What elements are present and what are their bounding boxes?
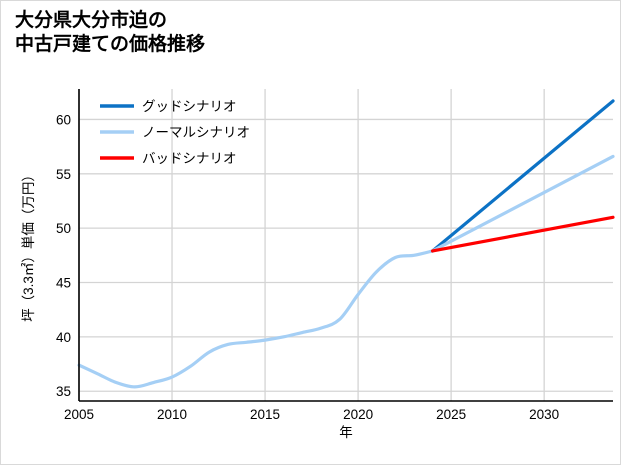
data-series-group bbox=[77, 99, 615, 389]
series-line bbox=[430, 99, 615, 253]
axis-lines bbox=[78, 89, 613, 402]
y-axis-label: 坪（3.3㎡）単価（万円） bbox=[21, 168, 36, 322]
x-tick-label: 2020 bbox=[343, 407, 373, 422]
x-tick-label: 2005 bbox=[64, 407, 94, 422]
y-tick-label: 40 bbox=[56, 330, 71, 345]
legend-label: ノーマルシナリオ bbox=[142, 125, 250, 140]
series-line bbox=[430, 215, 615, 253]
y-tick-label: 45 bbox=[56, 276, 71, 291]
series-line bbox=[430, 154, 615, 253]
legend-label: グッドシナリオ bbox=[142, 99, 237, 114]
y-tick-label: 55 bbox=[56, 167, 71, 182]
chart-title: 大分県大分市迫の 中古戸建ての価格推移 bbox=[15, 10, 206, 56]
x-tick-label: 2030 bbox=[529, 407, 559, 422]
y-tick-label: 60 bbox=[56, 112, 71, 127]
x-tick-label: 2015 bbox=[250, 407, 280, 422]
y-tick-label: 35 bbox=[56, 384, 71, 399]
series-line bbox=[77, 249, 435, 389]
x-tick-labels: 2005 2010 2015 2020 2025 2030 bbox=[64, 407, 559, 422]
y-tick-label: 50 bbox=[56, 221, 71, 236]
x-tick-label: 2025 bbox=[436, 407, 466, 422]
y-tick-labels: 35 40 45 50 55 60 bbox=[56, 112, 71, 399]
legend-label: バッドシナリオ bbox=[142, 151, 237, 166]
x-tick-label: 2010 bbox=[157, 407, 187, 422]
x-axis-label: 年 bbox=[339, 425, 353, 440]
